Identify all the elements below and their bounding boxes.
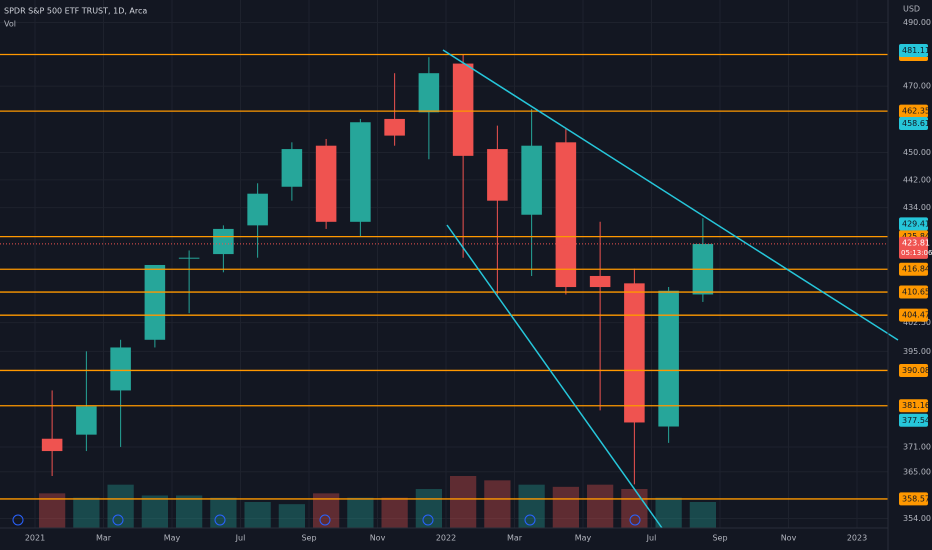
price-badge-label: 404.47: [902, 311, 930, 320]
price-badge-label: 358.57: [902, 494, 930, 503]
y-tick-label: 395.00: [903, 347, 931, 356]
candle-body: [247, 193, 268, 226]
volume-bar: [381, 497, 408, 528]
volume-bar: [210, 497, 237, 528]
x-tick-label: Jul: [646, 534, 657, 543]
candle-body: [452, 63, 474, 156]
volume-bar: [176, 495, 203, 528]
x-tick-label: Sep: [712, 534, 727, 543]
y-tick-label: 371.00: [903, 442, 931, 451]
y-tick-label: 470.00: [903, 82, 931, 91]
price-badge-label: 390.08: [902, 366, 930, 375]
volume: [39, 476, 716, 528]
volume-bar: [518, 484, 545, 528]
y-tick-label: 450.00: [903, 148, 931, 157]
volume-bar: [141, 495, 168, 528]
volume-bar: [484, 480, 511, 528]
x-tick-label: May: [164, 534, 181, 543]
price-badge: [899, 413, 928, 427]
trendline: [446, 224, 663, 529]
x-tick-label: Mar: [507, 534, 523, 543]
price-badge-label: 425.84: [902, 232, 930, 241]
price-badge-label: 377.54: [902, 416, 930, 425]
x-tick-label: May: [575, 534, 592, 543]
y-tick-label: 365.00: [903, 467, 931, 476]
candle-body: [213, 228, 234, 255]
price-badge: [899, 285, 928, 299]
candle-body: [144, 264, 166, 340]
y-tick-label: 434.00: [903, 203, 931, 212]
x-tick-label: Jul: [235, 534, 246, 543]
price-badge: [899, 104, 928, 118]
candle-body: [41, 438, 63, 452]
candle-body: [487, 149, 508, 201]
candle-body: [521, 145, 542, 215]
x-tick-label: Nov: [370, 534, 386, 543]
currency: USD: [903, 5, 920, 14]
volume-bar: [415, 489, 442, 528]
x-tick-label: Sep: [301, 534, 316, 543]
y-tick-label: 354.00: [903, 514, 931, 523]
candle-body: [110, 347, 131, 391]
candle-body: [350, 122, 371, 222]
grid: [0, 0, 888, 528]
x-tick-label: 2023: [847, 534, 867, 543]
volume-bar: [347, 497, 374, 528]
x-tick-label: Mar: [96, 534, 112, 543]
levels: [0, 53, 888, 500]
y-tick-label: 402.50: [903, 318, 931, 327]
price-badge: [899, 363, 928, 377]
candle-body: [589, 275, 611, 288]
trendline: [442, 49, 899, 341]
price-badge: [899, 492, 928, 506]
price-badge-label: 416.84: [902, 265, 930, 274]
candle-body: [315, 145, 337, 222]
price-badge: [899, 262, 928, 276]
candle-body: [76, 406, 97, 435]
y-tick-label: 490.00: [903, 18, 931, 27]
price-badge: [899, 217, 928, 231]
price-badge: [899, 308, 928, 322]
volume-bar: [621, 489, 648, 528]
volume-label: Vol: [4, 20, 16, 29]
volume-bar: [450, 476, 477, 528]
volume-bar: [107, 484, 134, 528]
price-badge-label: 481.11: [902, 46, 930, 55]
candle-body: [624, 283, 645, 423]
volume-bar: [689, 502, 716, 528]
candle-body: [281, 149, 303, 187]
volume-bar: [552, 486, 579, 528]
candle-body: [658, 290, 679, 427]
price-badge-label: 429.41: [902, 219, 930, 228]
last-price-badge: [899, 236, 928, 259]
dividend-icons: [12, 514, 641, 526]
x-tick-label: Nov: [781, 534, 797, 543]
volume-bar: [655, 497, 682, 528]
candle-body: [555, 142, 577, 288]
price-badge-label: 381.16: [902, 401, 930, 410]
price-badge-label: 458.61: [902, 119, 930, 128]
candle-body: [178, 257, 200, 259]
volume-bar: [73, 497, 100, 528]
last-price-label: 423.81: [902, 238, 930, 247]
volume-bar: [587, 484, 614, 528]
price-badge: [899, 43, 928, 57]
price-badge: [899, 117, 928, 131]
y-tick-label: 442.00: [903, 175, 931, 184]
x-tick-label: 2021: [25, 534, 45, 543]
x-tick-label: 2022: [436, 534, 456, 543]
candle-body: [384, 118, 405, 136]
candles: [41, 54, 714, 485]
candle-body: [418, 73, 440, 113]
price-badge: [899, 399, 928, 413]
volume-bar: [244, 502, 271, 528]
price-badge-label: 410.65: [902, 288, 930, 297]
chart-title: SPDR S&P 500 ETF TRUST, 1D, Arca: [4, 7, 147, 16]
price-axis: 490.00 470.00 450.00 442.00 434.00 402.50 395.…: [899, 18, 932, 523]
countdown: 05:13:06: [901, 249, 932, 257]
volume-bar: [278, 504, 305, 528]
price-badge-label: 462.35: [902, 107, 930, 116]
